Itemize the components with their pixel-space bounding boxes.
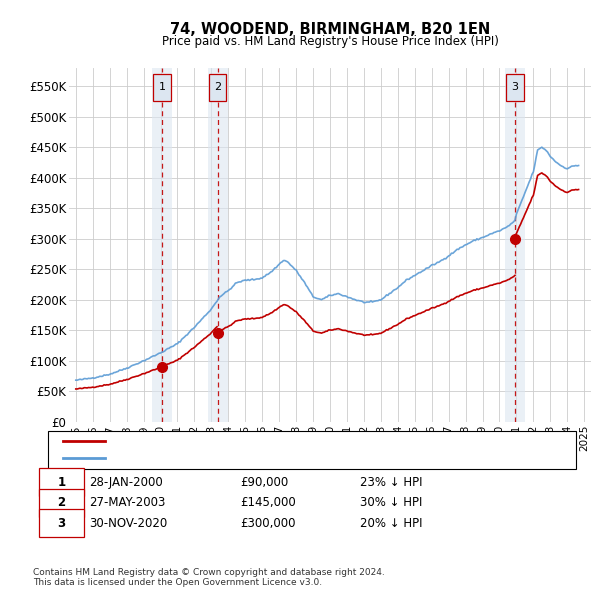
Text: £145,000: £145,000: [240, 496, 296, 509]
Text: £300,000: £300,000: [240, 517, 296, 530]
Text: 30-NOV-2020: 30-NOV-2020: [89, 517, 167, 530]
Text: 30% ↓ HPI: 30% ↓ HPI: [360, 496, 422, 509]
Text: 1: 1: [158, 83, 166, 92]
FancyBboxPatch shape: [153, 74, 170, 101]
Bar: [152, 68, 172, 422]
Text: 28-JAN-2000: 28-JAN-2000: [89, 476, 163, 489]
Text: 2: 2: [58, 496, 65, 509]
Text: 74, WOODEND, BIRMINGHAM, B20 1EN: 74, WOODEND, BIRMINGHAM, B20 1EN: [170, 22, 490, 37]
Text: 27-MAY-2003: 27-MAY-2003: [89, 496, 165, 509]
Text: 20% ↓ HPI: 20% ↓ HPI: [360, 517, 422, 530]
FancyBboxPatch shape: [506, 74, 524, 101]
Bar: [208, 68, 228, 422]
Text: 3: 3: [512, 83, 518, 92]
Text: 2: 2: [214, 83, 221, 92]
Text: 3: 3: [58, 517, 65, 530]
Text: 23% ↓ HPI: 23% ↓ HPI: [360, 476, 422, 489]
Text: Contains HM Land Registry data © Crown copyright and database right 2024.
This d: Contains HM Land Registry data © Crown c…: [33, 568, 385, 587]
Text: Price paid vs. HM Land Registry's House Price Index (HPI): Price paid vs. HM Land Registry's House …: [161, 35, 499, 48]
Text: HPI: Average price, detached house, Birmingham: HPI: Average price, detached house, Birm…: [114, 454, 371, 463]
Bar: [505, 68, 525, 422]
Text: £90,000: £90,000: [240, 476, 288, 489]
FancyBboxPatch shape: [209, 74, 226, 101]
Text: 74, WOODEND, BIRMINGHAM, B20 1EN (detached house): 74, WOODEND, BIRMINGHAM, B20 1EN (detach…: [114, 436, 412, 445]
Text: 1: 1: [58, 476, 65, 489]
